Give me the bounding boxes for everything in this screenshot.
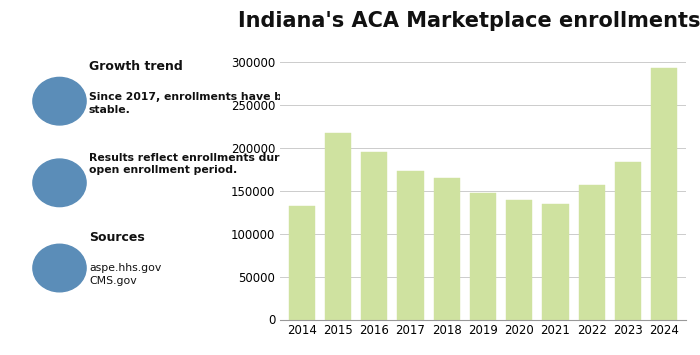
Bar	[579, 185, 605, 320]
Bar	[542, 203, 568, 320]
Bar	[506, 200, 532, 320]
Bar	[651, 68, 678, 320]
Bar	[434, 178, 460, 320]
Bar	[361, 152, 387, 320]
Text: Growth trend: Growth trend	[89, 60, 183, 73]
Text: Since 2017, enrollments have been
stable.: Since 2017, enrollments have been stable…	[89, 92, 304, 115]
Bar	[325, 133, 351, 320]
Bar	[615, 162, 641, 320]
Text: insurance: insurance	[27, 315, 64, 324]
Text: health: health	[27, 299, 64, 309]
Bar	[470, 193, 496, 320]
Text: Indiana's ACA Marketplace enrollments: Indiana's ACA Marketplace enrollments	[238, 11, 700, 31]
Text: Sources: Sources	[89, 231, 145, 244]
Bar	[398, 171, 424, 320]
Text: aspe.hhs.gov
CMS.gov: aspe.hhs.gov CMS.gov	[89, 263, 161, 286]
Bar	[288, 206, 315, 320]
Text: Results reflect enrollments during the
open enrollment period.: Results reflect enrollments during the o…	[89, 153, 323, 175]
Text: .org™: .org™	[27, 328, 65, 341]
